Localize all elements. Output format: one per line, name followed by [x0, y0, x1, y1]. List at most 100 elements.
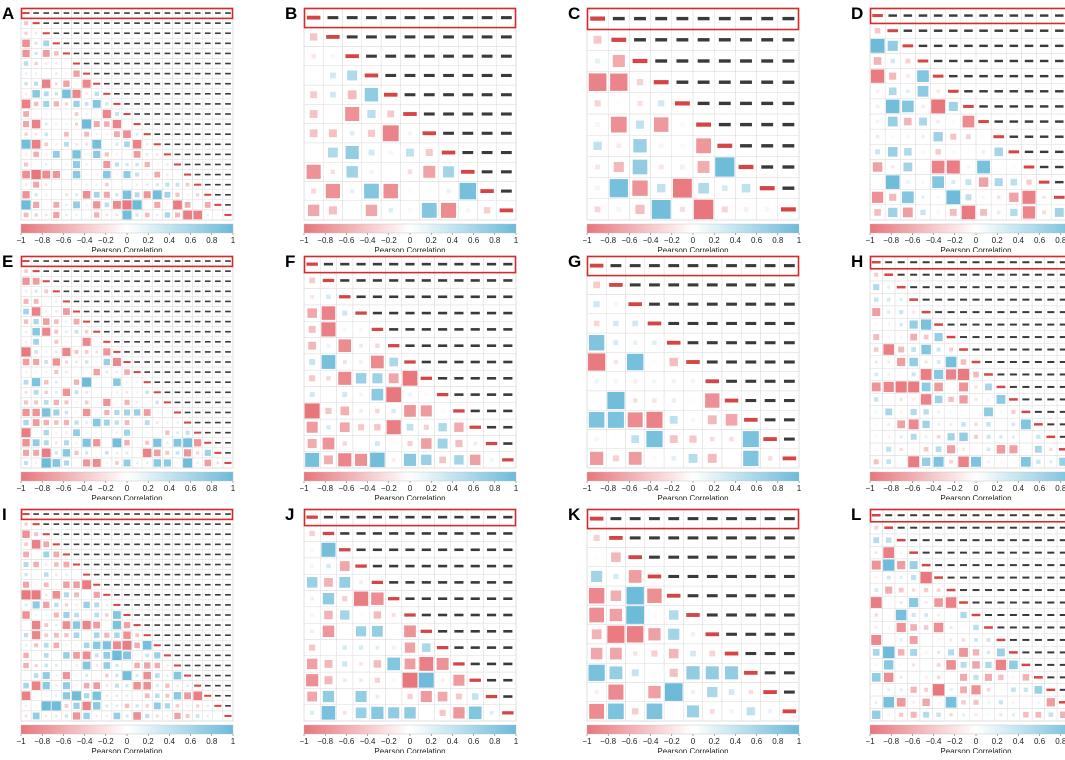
- correlation-value-mark: [225, 371, 231, 373]
- colorbar-tick-label: 0.8: [206, 737, 218, 746]
- correlation-value-mark: [782, 59, 795, 63]
- correlation-value-mark: [668, 302, 680, 306]
- variable-label-mark: [628, 302, 642, 307]
- correlation-square: [135, 213, 139, 217]
- correlation-value-mark: [184, 12, 191, 14]
- correlation-square: [933, 132, 943, 142]
- correlation-value-mark: [1024, 74, 1034, 78]
- correlation-value-mark: [1022, 323, 1030, 326]
- correlation-square: [82, 438, 91, 447]
- correlation-value-mark: [935, 311, 943, 314]
- variable-label-mark: [1009, 398, 1018, 401]
- correlation-square: [82, 651, 91, 660]
- correlation-value-mark: [53, 32, 60, 35]
- correlation-square: [388, 208, 393, 213]
- correlation-square: [307, 204, 320, 217]
- variable-label-mark: [422, 131, 437, 136]
- correlation-value-mark: [745, 321, 757, 325]
- correlation-value-mark: [1024, 105, 1034, 108]
- correlation-square: [135, 172, 140, 177]
- correlation-value-mark: [947, 286, 955, 289]
- correlation-value-mark: [114, 12, 120, 14]
- correlation-square: [22, 439, 30, 447]
- correlation-square: [23, 652, 29, 659]
- correlation-value-mark: [764, 399, 776, 403]
- correlation-value-mark: [174, 533, 181, 536]
- correlation-square: [311, 73, 316, 78]
- correlation-square: [669, 357, 678, 367]
- correlation-value-mark: [740, 80, 752, 84]
- correlation-value-mark: [997, 336, 1005, 339]
- correlation-square: [41, 458, 51, 468]
- correlation-value-mark: [676, 80, 689, 84]
- correlation-square: [43, 572, 49, 577]
- correlation-square: [311, 150, 316, 155]
- correlation-square: [24, 162, 29, 167]
- correlation-square: [24, 572, 28, 577]
- variable-label-mark: [996, 385, 1006, 389]
- correlation-value-mark: [1047, 261, 1055, 264]
- colorbar-tick-label: 0.8: [1055, 236, 1065, 245]
- correlation-square: [173, 692, 182, 700]
- correlation-value-mark: [438, 377, 448, 380]
- correlation-value-mark: [481, 112, 493, 116]
- correlation-value-mark: [204, 163, 211, 166]
- correlation-square: [33, 318, 39, 325]
- correlation-value-mark: [462, 16, 474, 20]
- correlation-value-mark: [389, 262, 399, 266]
- correlation-value-mark: [918, 14, 928, 17]
- correlation-value-mark: [1009, 336, 1017, 339]
- correlation-value-mark: [134, 270, 140, 272]
- correlation-value-mark: [612, 16, 625, 21]
- correlation-square: [24, 81, 28, 86]
- correlation-value-mark: [103, 280, 110, 283]
- correlation-square: [65, 330, 68, 333]
- correlation-square: [64, 703, 69, 708]
- variable-label-mark: [123, 360, 131, 364]
- correlation-square: [632, 398, 638, 403]
- correlation-value-mark: [174, 143, 181, 146]
- correlation-value-mark: [910, 273, 918, 276]
- correlation-square: [325, 183, 341, 199]
- correlation-value-mark: [964, 90, 973, 93]
- correlation-value-mark: [124, 93, 130, 95]
- correlation-value-mark: [1009, 120, 1019, 123]
- correlation-square: [33, 101, 39, 107]
- correlation-square: [94, 212, 100, 218]
- correlation-square: [196, 451, 200, 455]
- variable-label-mark: [1058, 448, 1065, 451]
- correlation-square: [632, 340, 638, 345]
- correlation-value-mark: [103, 52, 110, 55]
- correlation-square: [23, 379, 29, 385]
- correlation-value-mark: [225, 204, 231, 206]
- correlation-value-mark: [1039, 135, 1049, 138]
- correlation-value-mark: [404, 16, 416, 20]
- correlation-square: [322, 437, 335, 450]
- correlation-value-mark: [93, 72, 100, 75]
- correlation-value-mark: [1059, 361, 1065, 363]
- variable-label-mark: [666, 340, 681, 345]
- correlation-value-mark: [782, 101, 795, 106]
- correlation-square: [22, 581, 30, 588]
- correlation-square: [193, 210, 202, 220]
- correlation-value-mark: [1059, 423, 1065, 426]
- colorbar-tick-label: 0.2: [426, 236, 438, 245]
- correlation-value-mark: [470, 393, 480, 396]
- correlation-value-mark: [174, 401, 181, 404]
- correlation-square: [74, 349, 79, 354]
- correlation-value-mark: [984, 361, 992, 363]
- correlation-square: [21, 691, 31, 701]
- correlation-value-mark: [405, 295, 415, 299]
- correlation-square: [359, 327, 363, 332]
- correlation-value-mark: [204, 604, 211, 606]
- colorbar-tick-label: 0.4: [447, 236, 459, 245]
- correlation-square: [421, 202, 437, 218]
- variable-label-mark: [763, 437, 777, 442]
- correlation-square: [122, 640, 132, 650]
- correlation-value-mark: [372, 311, 382, 315]
- correlation-value-mark: [144, 330, 151, 333]
- correlation-value-mark: [43, 22, 50, 24]
- correlation-value-mark: [154, 123, 161, 125]
